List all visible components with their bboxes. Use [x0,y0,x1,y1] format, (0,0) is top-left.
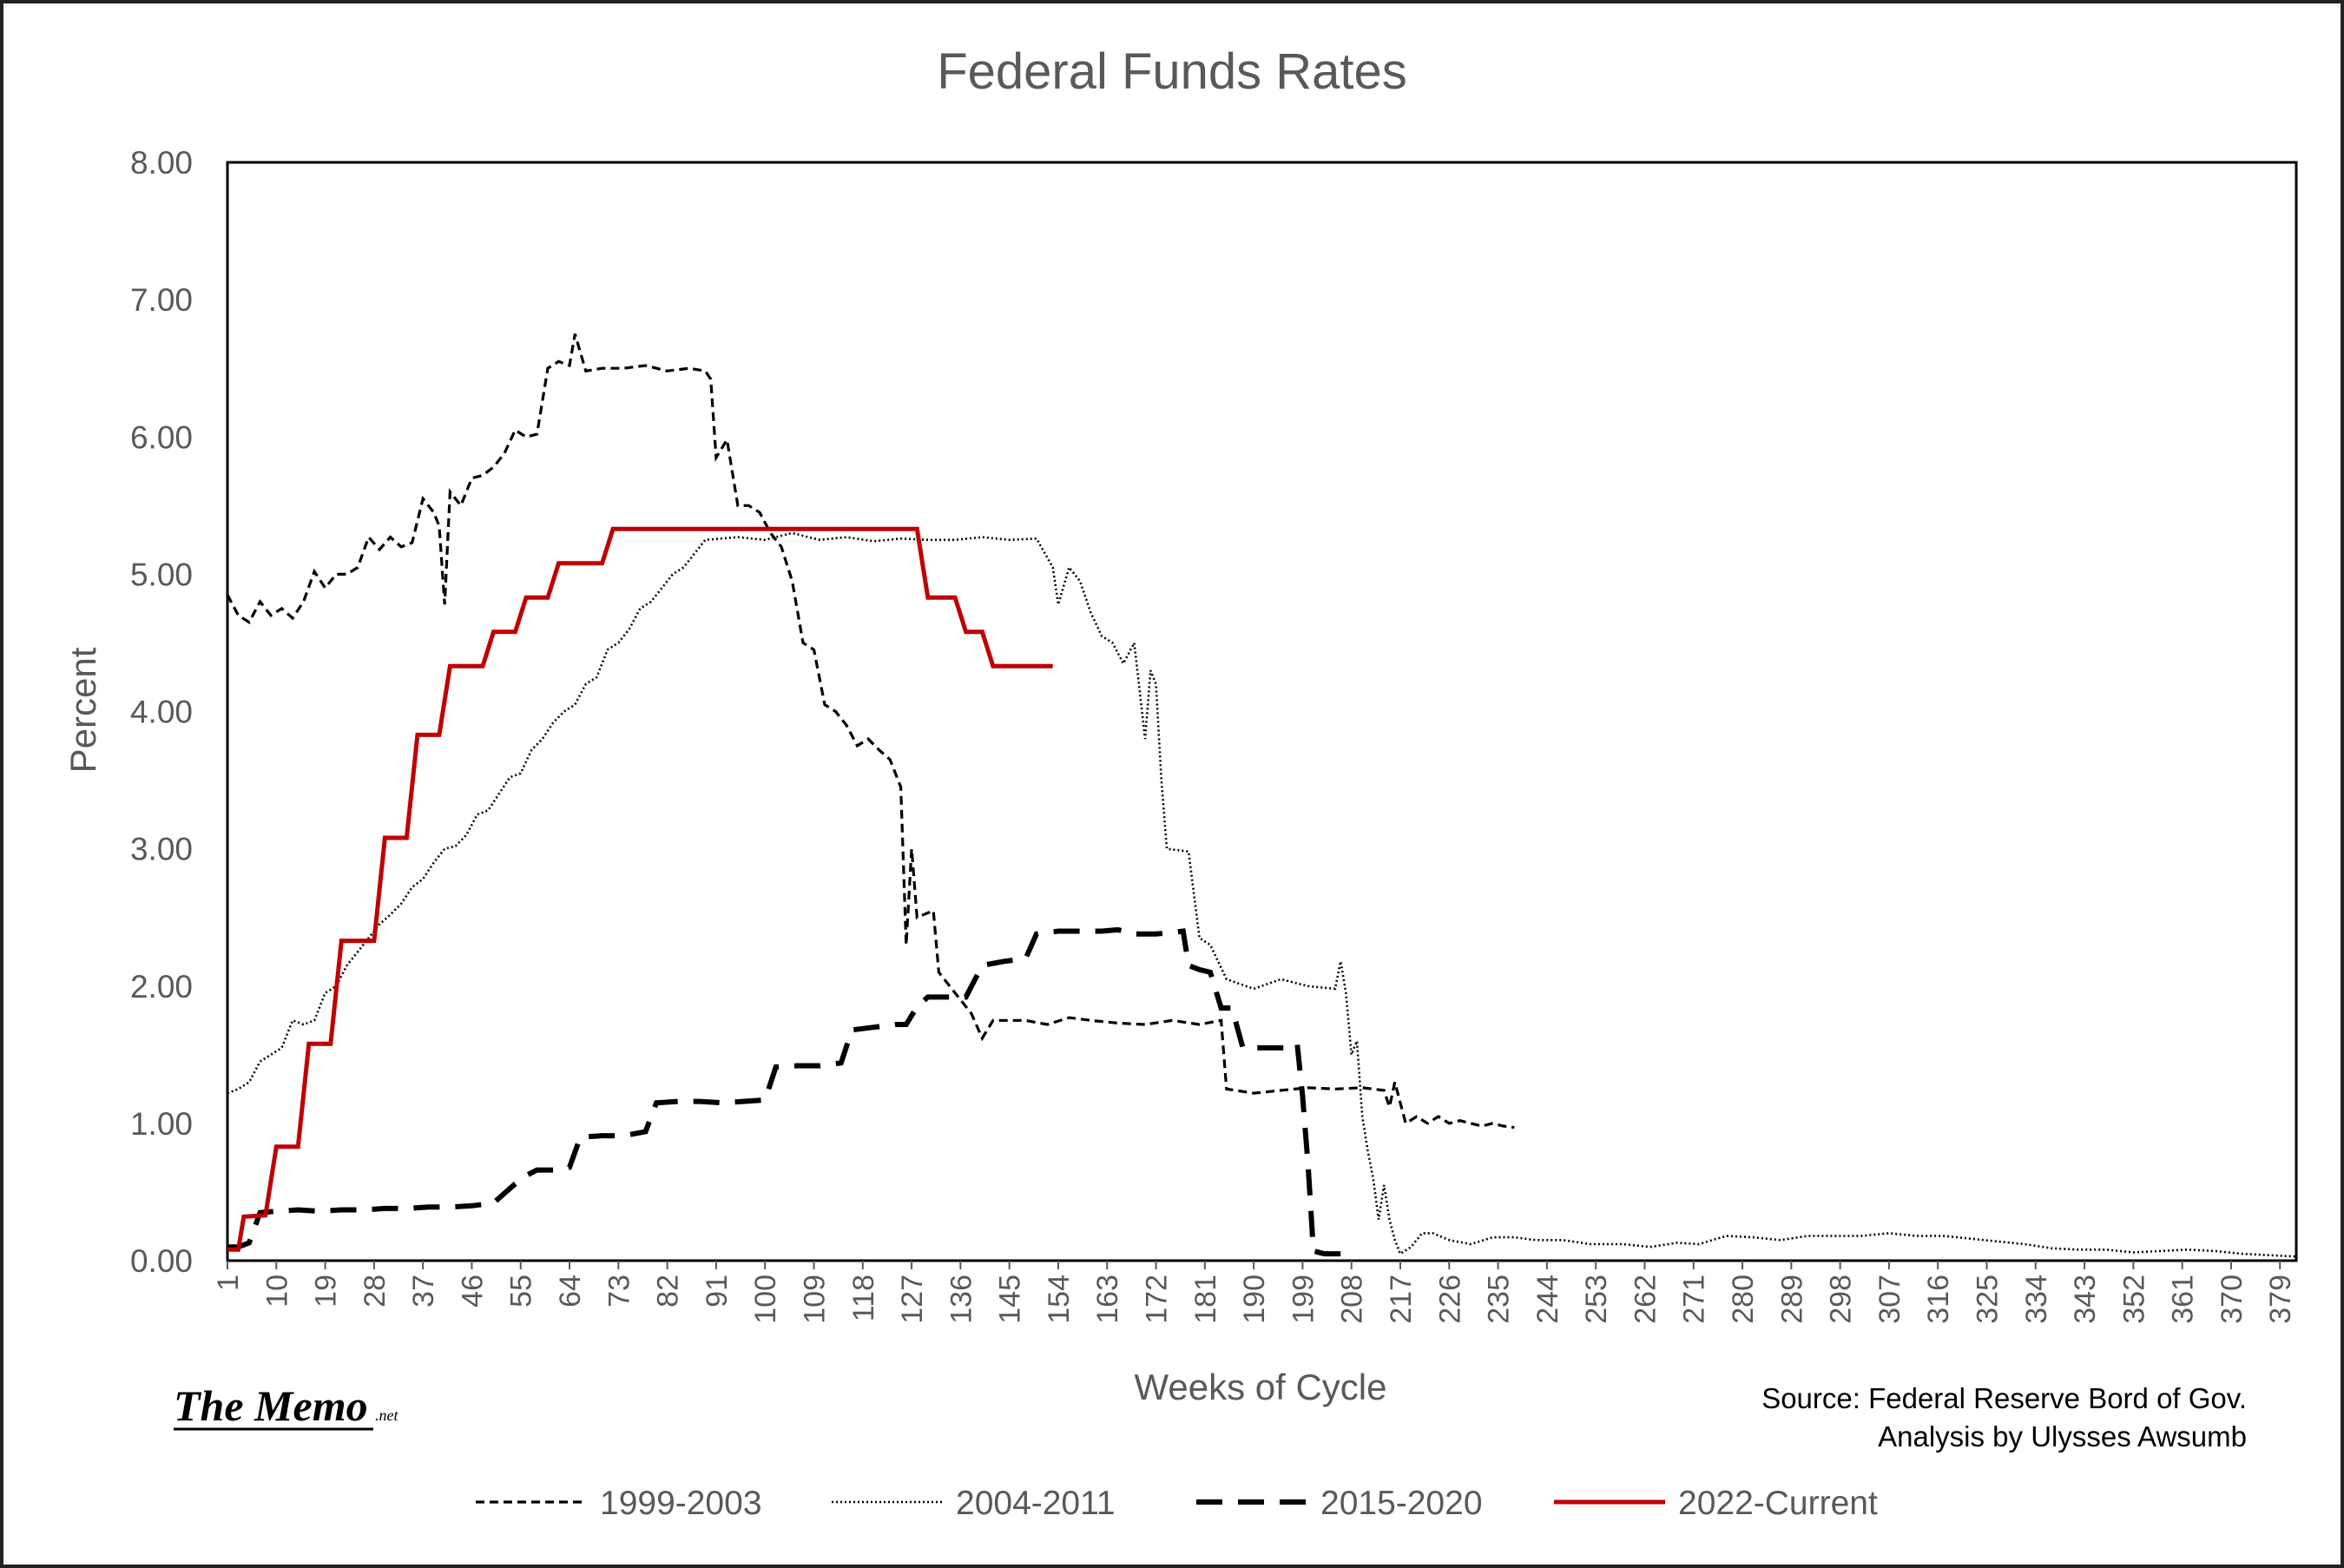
y-tick-label: 5.00 [130,557,193,592]
x-tick-label: 325 [1971,1275,2004,1324]
y-tick-label: 4.00 [130,695,193,730]
x-tick-label: 370 [2216,1275,2249,1324]
x-tick-label: 154 [1043,1275,1076,1324]
y-axis-label: Percent [63,647,103,773]
legend-label: 2004-2011 [956,1485,1116,1522]
x-axis-ticks: 1 10 19 28 37 46 55 64 73 82 91 100 109 118 127 136 145 1… [212,1261,2297,1324]
chart-title: Federal Funds Rates [937,43,1407,100]
x-tick-label: 181 [1189,1275,1222,1324]
x-axis-label: Weeks of Cycle [1135,1367,1387,1407]
x-tick-label: 100 [749,1275,782,1324]
series-lines [226,333,2297,1258]
x-tick-label: 334 [2020,1275,2053,1324]
x-tick-label: 280 [1727,1275,1760,1324]
logo-text: The Memo [174,1381,368,1430]
x-tick-label: 208 [1336,1275,1369,1324]
y-axis-ticks: 0.00 1.00 2.00 3.00 4.00 5.00 6.00 7.00 8.00 [130,145,193,1279]
x-tick-label: 55 [505,1275,538,1308]
x-tick-label: 127 [896,1275,929,1324]
source-line-1: Source: Federal Reserve Bord of Gov. [1761,1382,2247,1414]
x-tick-label: 352 [2117,1275,2150,1324]
x-tick-label: 82 [652,1275,685,1308]
x-tick-label: 172 [1141,1275,1174,1324]
logo: The Memo .net [174,1381,398,1431]
x-tick-label: 298 [1825,1275,1858,1324]
x-tick-label: 262 [1629,1275,1662,1324]
x-tick-label: 235 [1483,1275,1516,1324]
x-tick-label: 271 [1678,1275,1711,1324]
x-tick-label: 37 [407,1275,440,1308]
series-line-2015-2020 [227,926,1341,1257]
x-tick-label: 91 [701,1275,734,1308]
y-tick-label: 1.00 [130,1106,193,1142]
x-tick-label: 28 [359,1275,392,1308]
x-tick-label: 190 [1238,1275,1271,1324]
source-line-2: Analysis by Ulysses Awsumb [1878,1420,2247,1453]
x-tick-label: 64 [554,1275,587,1308]
x-tick-label: 73 [602,1275,635,1308]
x-tick-label: 145 [994,1275,1027,1324]
y-tick-label: 6.00 [130,419,193,455]
series-line-2022-Current [227,526,1053,1252]
x-tick-label: 379 [2264,1275,2297,1324]
x-tick-label: 316 [1922,1275,1955,1324]
series-line-1999-2003 [226,333,1515,1130]
series-line-2004-2011 [227,531,2297,1258]
x-tick-label: 307 [1873,1275,1906,1324]
x-tick-label: 226 [1433,1275,1466,1324]
y-tick-label: 7.00 [130,282,193,318]
y-tick-label: 3.00 [130,832,193,867]
legend-label: 1999-2003 [600,1485,762,1522]
x-tick-label: 19 [310,1275,343,1308]
legend: 1999-2003 2004-2011 2015-2020 2022-Current [476,1485,1878,1522]
x-tick-label: 10 [260,1275,293,1308]
x-tick-label: 361 [2167,1275,2200,1324]
x-tick-label: 199 [1287,1275,1320,1324]
x-tick-label: 343 [2069,1275,2102,1324]
legend-label: 2022-Current [1678,1485,1878,1522]
y-tick-label: 8.00 [130,145,193,181]
y-tick-label: 2.00 [130,969,193,1005]
logo-suffix: .net [375,1407,398,1424]
x-tick-label: 136 [945,1275,978,1324]
y-tick-label: 0.00 [130,1243,193,1279]
x-tick-label: 118 [847,1275,880,1321]
x-tick-label: 46 [456,1275,489,1308]
plot-border [226,161,2298,1262]
x-tick-label: 109 [798,1275,831,1324]
x-tick-label: 217 [1385,1275,1418,1324]
x-tick-label: 163 [1091,1275,1124,1324]
x-tick-label: 1 [212,1275,245,1291]
plot-area [226,161,2298,1262]
x-tick-label: 289 [1775,1275,1808,1324]
x-tick-label: 253 [1580,1275,1613,1324]
x-tick-label: 244 [1531,1275,1564,1324]
legend-label: 2015-2020 [1320,1485,1483,1522]
